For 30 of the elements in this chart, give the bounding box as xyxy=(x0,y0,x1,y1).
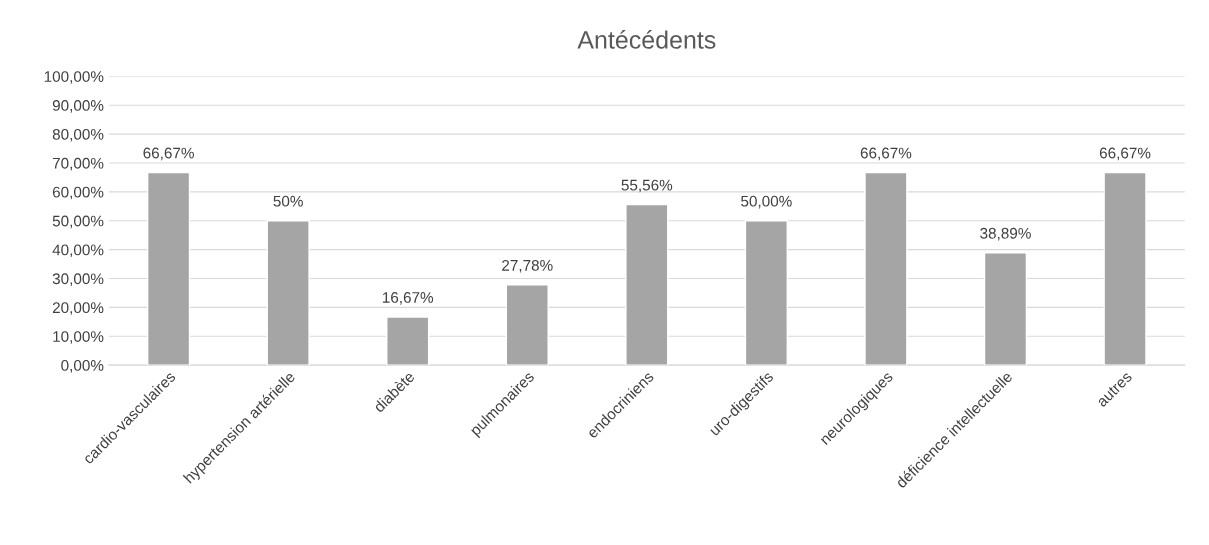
y-tick-label: 30,00% xyxy=(52,273,104,286)
bar xyxy=(625,203,669,366)
bar xyxy=(744,220,788,366)
bar xyxy=(505,284,549,366)
y-tick-label: 60,00% xyxy=(52,186,104,200)
y-tick-label: 70,00% xyxy=(52,157,104,171)
bar xyxy=(864,171,908,366)
bar xyxy=(983,252,1028,366)
chart-title: Antécédents xyxy=(577,30,716,49)
y-tick-label: 10,00% xyxy=(53,331,104,344)
data-label: 50,00% xyxy=(741,195,792,209)
data-label: 66,67% xyxy=(143,147,194,161)
data-label: 66,67% xyxy=(1099,147,1151,161)
y-tick-label: 90,00% xyxy=(52,100,104,113)
data-label: 16,67% xyxy=(382,292,434,305)
y-tick-label: 80,00% xyxy=(52,128,104,142)
bar xyxy=(146,171,191,366)
y-tick-label: 0,00% xyxy=(61,360,104,373)
data-label: 55,56% xyxy=(621,179,673,193)
bar xyxy=(266,220,310,366)
y-tick-label: 20,00% xyxy=(52,302,104,315)
y-tick-label: 100,00% xyxy=(44,71,104,84)
bar xyxy=(1103,171,1147,366)
y-tick-label: 40,00% xyxy=(52,244,104,258)
bar xyxy=(386,316,430,366)
data-label: 38,89% xyxy=(980,227,1031,241)
data-label: 66,67% xyxy=(860,147,912,161)
y-tick-label: 50,00% xyxy=(52,215,104,229)
data-label: 50% xyxy=(273,195,303,207)
data-label: 27,78% xyxy=(502,259,553,273)
